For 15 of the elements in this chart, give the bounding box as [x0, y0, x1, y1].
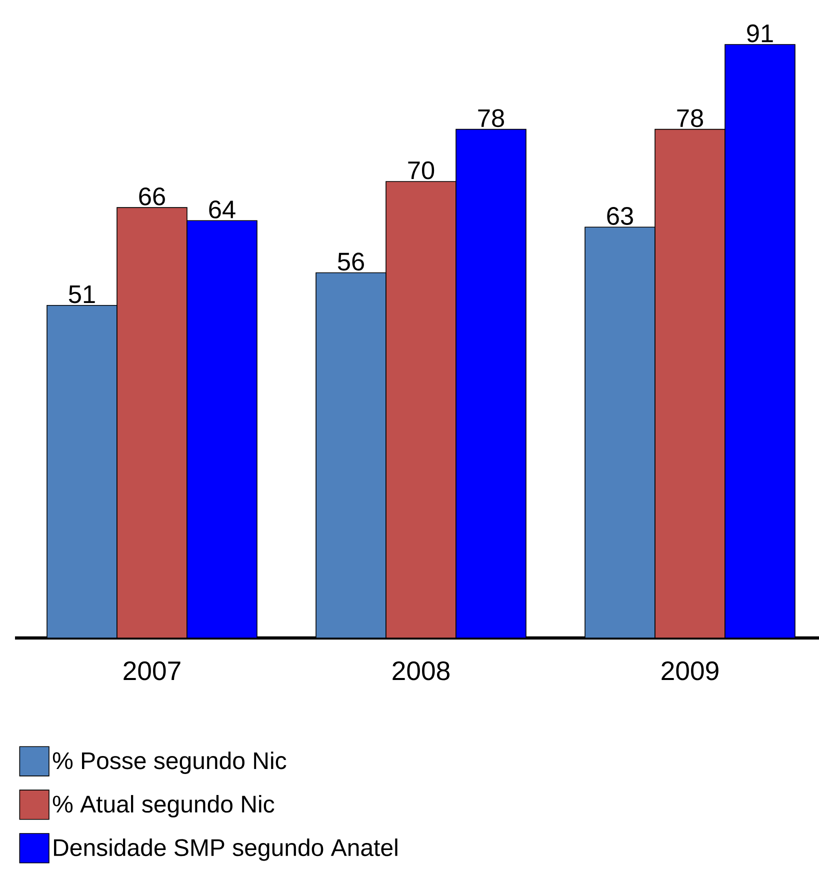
legend-label: % Posse segundo Nic	[52, 752, 286, 774]
data-label: 63	[607, 207, 633, 225]
data-label: 78	[677, 109, 703, 128]
legend-label: % Atual segundo Nic	[52, 795, 274, 818]
legend-label: Densidade SMP segundo Anatel	[54, 838, 398, 861]
x-tick-label: 2008	[392, 661, 450, 680]
data-label: 66	[139, 187, 165, 206]
data-label: 91	[747, 24, 773, 42]
data-label: 70	[408, 161, 434, 180]
data-label: 51	[68, 286, 95, 304]
data-label: 64	[209, 200, 236, 218]
x-tick-label: 2009	[662, 661, 718, 680]
data-label: 56	[338, 252, 364, 271]
data-label: 78	[478, 109, 504, 128]
x-tick-label: 2007	[124, 661, 180, 680]
